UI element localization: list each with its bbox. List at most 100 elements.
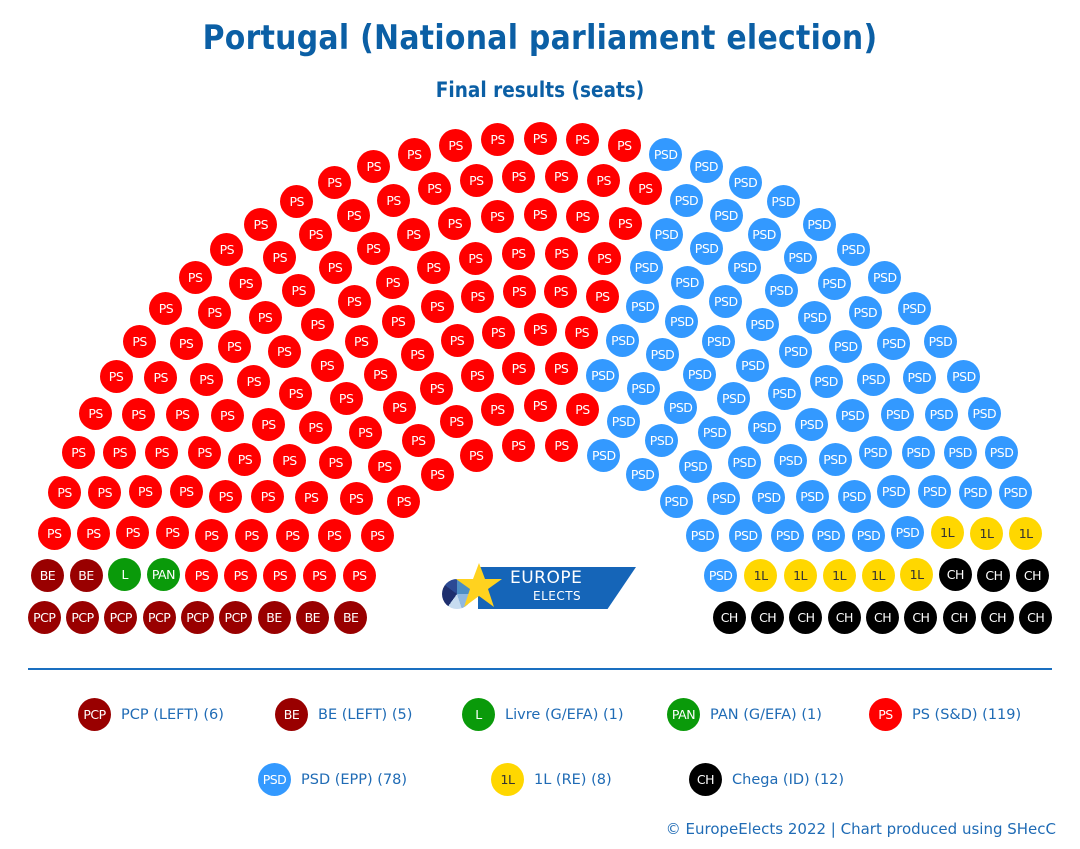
footer-credit: © EuropeElects 2022 | Chart produced usi…	[665, 820, 1056, 838]
seat-1l: 1L	[1009, 516, 1043, 550]
seat-ps: PS	[209, 479, 243, 513]
seat-psd: PSD	[901, 435, 935, 469]
seat-psd: PSD	[802, 207, 836, 241]
logo-text-elects: ELECTS	[533, 589, 582, 603]
seat-psd: PSD	[728, 251, 762, 285]
seat-ps: PS	[344, 324, 378, 358]
seat-ps: PS	[382, 391, 416, 425]
seat-psd: PSD	[686, 519, 720, 553]
seat-ps: PS	[387, 484, 421, 518]
seat-ps: PS	[377, 183, 411, 217]
legend-dot-psd: PSD	[258, 763, 291, 796]
seat-ps: PS	[169, 327, 203, 361]
seat-ps: PS	[440, 324, 474, 358]
seat-ps: PS	[376, 265, 410, 299]
legend-dot-ps: PS	[869, 698, 902, 731]
seat-ps: PS	[299, 411, 333, 445]
seat-ps: PS	[99, 360, 133, 394]
seat-psd: PSD	[858, 436, 892, 470]
seat-ps: PS	[420, 457, 454, 491]
legend-dot-pan: PAN	[667, 698, 700, 731]
seat-ps: PS	[88, 475, 122, 509]
seat-ps: PS	[185, 559, 219, 593]
seat-ps: PS	[587, 241, 621, 275]
seat-ps: PS	[439, 405, 473, 439]
seat-ps: PS	[103, 435, 137, 469]
seat-ps: PS	[188, 436, 222, 470]
seat-ps: PS	[587, 164, 621, 198]
seat-ps: PS	[48, 475, 82, 509]
seat-ps: PS	[310, 348, 344, 382]
seat-psd: PSD	[958, 475, 992, 509]
seat-psd: PSD	[798, 300, 832, 334]
seat-1l: 1L	[861, 559, 895, 593]
seat-ch: CH	[938, 558, 972, 592]
seat-ps: PS	[523, 198, 557, 231]
seat-ps: PS	[228, 442, 262, 476]
seat-ps: PS	[279, 376, 313, 410]
seat-psd: PSD	[709, 284, 743, 318]
legend-dot-1l: 1L	[491, 763, 524, 796]
seat-ps: PS	[299, 218, 333, 252]
seat-ps: PS	[544, 275, 578, 309]
legend-label-chega: Chega (ID) (12)	[732, 771, 845, 788]
seat-ch: CH	[980, 601, 1014, 634]
seat-ps: PS	[318, 251, 352, 285]
seat-psd: PSD	[645, 338, 679, 372]
seat-ch: CH	[1019, 601, 1053, 634]
legend-dot-pcp: PCP	[78, 698, 111, 731]
seat-ps: PS	[544, 351, 578, 385]
seat-pcp: PCP	[180, 601, 214, 634]
seat-ps: PS	[420, 290, 454, 324]
seat-ps: PS	[459, 438, 493, 472]
seat-ps: PS	[339, 482, 373, 516]
seat-psd: PSD	[729, 518, 763, 552]
seat-psd: PSD	[902, 361, 936, 395]
seat-ps: PS	[319, 446, 353, 480]
legend-item-pan: PAN PAN (G/EFA) (1)	[667, 698, 822, 731]
seat-be: BE	[334, 601, 368, 634]
seat-psd: PSD	[649, 137, 683, 171]
seat-ps: PS	[282, 274, 316, 308]
seat-ps: PS	[275, 518, 309, 552]
seat-ps: PS	[356, 232, 390, 266]
seat-ps: PS	[566, 393, 599, 427]
seat-psd: PSD	[626, 457, 660, 491]
seat-ch: CH	[904, 601, 938, 634]
seat-psd: PSD	[779, 334, 813, 368]
seat-ps: PS	[401, 424, 435, 458]
seat-psd: PSD	[985, 435, 1019, 469]
seat-ps: PS	[229, 266, 263, 300]
legend-item-1l: 1L 1L (RE) (8)	[491, 763, 612, 796]
seat-psd: PSD	[689, 150, 723, 184]
seat-psd: PSD	[924, 397, 958, 431]
seat-ps: PS	[481, 123, 515, 157]
seat-ps: PS	[61, 435, 95, 469]
seat-psd: PSD	[626, 371, 660, 405]
seat-psd: PSD	[877, 327, 911, 361]
seat-ps: PS	[156, 515, 190, 549]
seat-ps: PS	[190, 362, 224, 396]
seat-psd: PSD	[747, 218, 781, 252]
seat-ps: PS	[342, 558, 376, 592]
seat-ps: PS	[523, 312, 557, 346]
seat-pcp: PCP	[142, 601, 176, 634]
legend-label-pan: PAN (G/EFA) (1)	[710, 706, 822, 723]
seat-1l: 1L	[783, 559, 817, 593]
logo-banner	[478, 567, 636, 609]
seat-1l: 1L	[744, 558, 778, 592]
seat-ps: PS	[329, 382, 363, 416]
seat-ps: PS	[368, 450, 402, 484]
seat-ps: PS	[420, 371, 454, 405]
seat-ps: PS	[194, 518, 228, 552]
seat-psd: PSD	[669, 183, 703, 217]
seat-1l: 1L	[900, 558, 934, 592]
seat-be: BE	[295, 601, 329, 634]
seat-psd: PSD	[774, 444, 808, 477]
seat-psd: PSD	[709, 199, 743, 233]
seat-psd: PSD	[736, 348, 770, 382]
seat-ps: PS	[294, 480, 328, 514]
seat-ps: PS	[502, 160, 536, 194]
seat-ps: PS	[501, 236, 535, 270]
seat-ps: PS	[337, 284, 371, 318]
